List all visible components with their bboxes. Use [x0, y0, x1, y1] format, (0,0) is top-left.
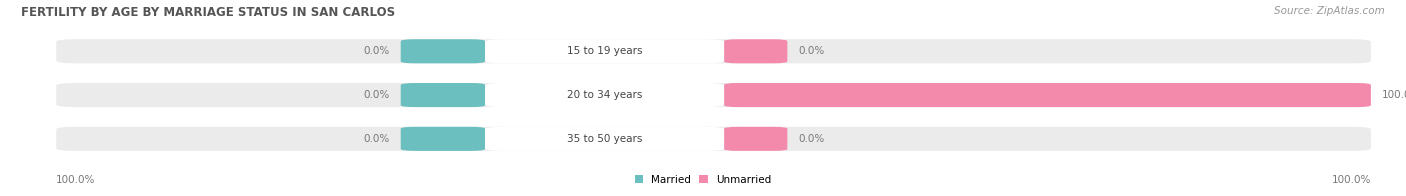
- Text: 100.0%: 100.0%: [1382, 90, 1406, 100]
- FancyBboxPatch shape: [401, 83, 485, 107]
- FancyBboxPatch shape: [485, 127, 724, 151]
- FancyBboxPatch shape: [485, 83, 724, 107]
- FancyBboxPatch shape: [56, 127, 1371, 151]
- Legend: Married, Unmarried: Married, Unmarried: [630, 171, 776, 189]
- FancyBboxPatch shape: [56, 83, 1371, 107]
- Text: 35 to 50 years: 35 to 50 years: [567, 134, 643, 144]
- FancyBboxPatch shape: [724, 83, 1371, 107]
- Text: 0.0%: 0.0%: [363, 134, 389, 144]
- FancyBboxPatch shape: [401, 127, 485, 151]
- Text: 20 to 34 years: 20 to 34 years: [567, 90, 643, 100]
- Text: 15 to 19 years: 15 to 19 years: [567, 46, 643, 56]
- Text: 100.0%: 100.0%: [1331, 175, 1371, 185]
- Text: 0.0%: 0.0%: [799, 134, 825, 144]
- Text: 0.0%: 0.0%: [363, 46, 389, 56]
- FancyBboxPatch shape: [724, 127, 787, 151]
- FancyBboxPatch shape: [56, 39, 1371, 63]
- FancyBboxPatch shape: [485, 39, 724, 63]
- Text: 0.0%: 0.0%: [799, 46, 825, 56]
- FancyBboxPatch shape: [401, 39, 485, 63]
- FancyBboxPatch shape: [724, 39, 787, 63]
- Text: Source: ZipAtlas.com: Source: ZipAtlas.com: [1274, 6, 1385, 16]
- Text: FERTILITY BY AGE BY MARRIAGE STATUS IN SAN CARLOS: FERTILITY BY AGE BY MARRIAGE STATUS IN S…: [21, 6, 395, 19]
- Text: 0.0%: 0.0%: [363, 90, 389, 100]
- Text: 100.0%: 100.0%: [56, 175, 96, 185]
